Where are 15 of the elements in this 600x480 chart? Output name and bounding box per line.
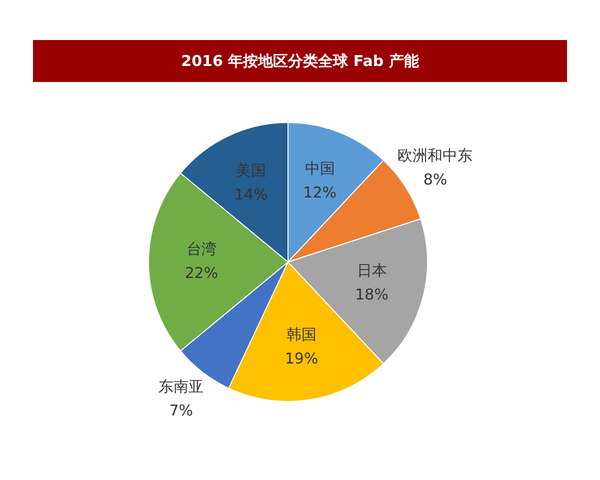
data-label: 19%	[284, 349, 318, 368]
data-label: 7%	[169, 402, 194, 420]
data-label: 18%	[355, 285, 388, 304]
slice-label: 东南亚	[158, 378, 204, 396]
data-label: 12%	[303, 183, 337, 202]
slice-label: 韩国	[286, 325, 317, 344]
data-label: 14%	[234, 186, 268, 204]
slice-label: 美国	[236, 162, 266, 180]
slice-label: 日本	[356, 261, 387, 280]
slice-label: 欧洲和中东	[398, 146, 473, 164]
chart-title: 2016 年按地区分类全球 Fab 产能	[33, 40, 567, 82]
slice-label: 中国	[304, 159, 335, 178]
data-label: 22%	[184, 264, 218, 282]
slice-label: 台湾	[186, 240, 217, 258]
data-label: 8%	[423, 170, 448, 188]
